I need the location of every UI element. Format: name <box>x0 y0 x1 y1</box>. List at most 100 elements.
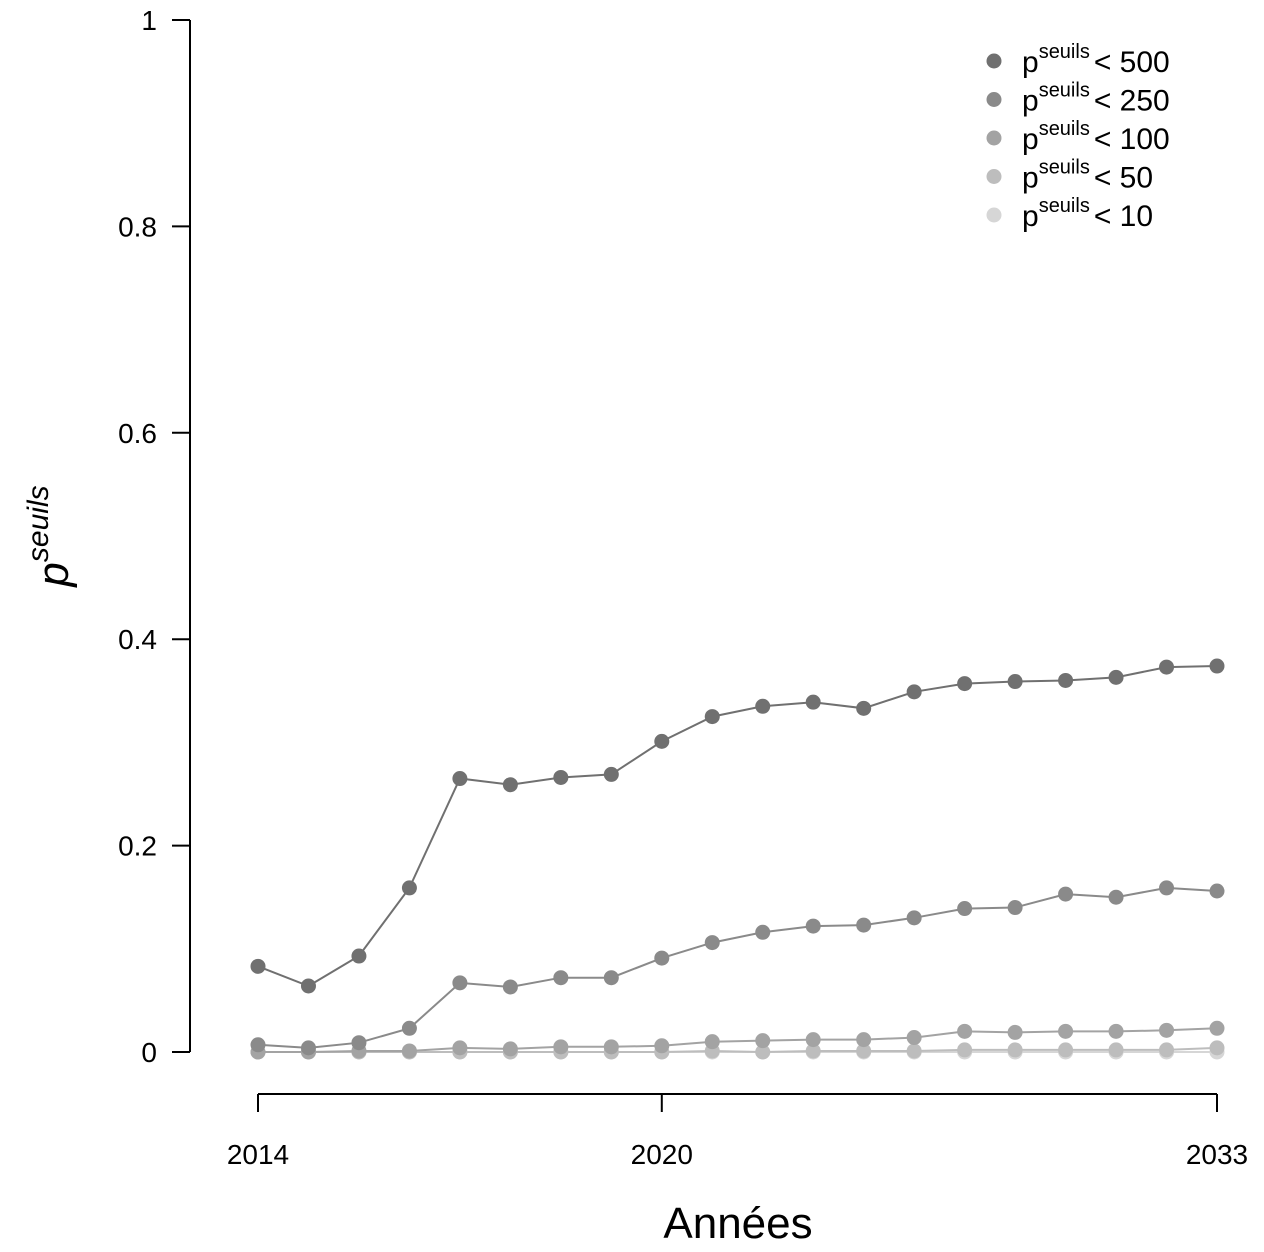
x-tick-label: 2033 <box>1186 1139 1248 1170</box>
data-point <box>957 901 973 917</box>
data-point <box>603 1039 619 1055</box>
data-point <box>755 1033 771 1049</box>
data-point <box>250 1037 266 1053</box>
data-point <box>1209 658 1225 674</box>
y-tick-label: 0.2 <box>118 831 157 862</box>
data-point <box>300 1040 316 1056</box>
data-point <box>856 1043 872 1059</box>
data-point <box>401 880 417 896</box>
data-point <box>755 698 771 714</box>
legend-marker <box>986 169 1002 184</box>
data-point <box>654 1038 670 1054</box>
data-point <box>805 1043 821 1059</box>
data-point <box>1209 883 1225 899</box>
data-point <box>401 1020 417 1036</box>
data-point <box>957 1042 973 1058</box>
data-point <box>654 733 670 749</box>
data-point <box>351 1035 367 1051</box>
legend-item: pseuils < 500 <box>986 41 1170 79</box>
data-point <box>300 978 316 994</box>
x-axis: 2014 2020 2033 <box>227 1093 1248 1170</box>
data-point <box>553 1039 569 1055</box>
data-point <box>250 958 266 974</box>
data-point <box>805 918 821 934</box>
legend-marker <box>986 92 1002 107</box>
data-point <box>1108 889 1124 905</box>
data-point <box>452 771 468 787</box>
legend-label: pseuils < 250 <box>1022 80 1170 118</box>
data-point <box>1058 672 1074 688</box>
series <box>250 880 1225 1056</box>
legend-label: pseuils < 10 <box>1022 195 1153 233</box>
legend-label: pseuils < 500 <box>1022 41 1170 79</box>
data-point <box>401 1043 417 1059</box>
data-point <box>1058 1023 1074 1039</box>
data-point <box>1007 1024 1023 1040</box>
data-point <box>553 769 569 785</box>
legend-marker <box>986 207 1002 223</box>
data-point <box>906 1030 922 1046</box>
data-point <box>1058 886 1074 902</box>
data-point <box>856 1032 872 1048</box>
data-point <box>1159 1042 1175 1058</box>
data-point <box>1108 669 1124 685</box>
data-point <box>502 777 518 793</box>
series <box>250 658 1225 994</box>
series <box>250 1040 1225 1060</box>
data-point <box>452 1040 468 1056</box>
legend-item: pseuils < 50 <box>986 157 1153 195</box>
data-point <box>1108 1042 1124 1058</box>
series-layer <box>250 658 1225 1060</box>
data-point <box>502 1041 518 1057</box>
legend-item: pseuils < 250 <box>986 80 1170 118</box>
data-point <box>906 910 922 926</box>
data-point <box>1159 880 1175 896</box>
data-point <box>654 950 670 966</box>
data-point <box>1209 1040 1225 1056</box>
data-point <box>603 766 619 782</box>
y-axis: 0 0.2 0.4 0.6 0.8 1 <box>118 5 191 1068</box>
data-point <box>1159 659 1175 675</box>
series-line <box>258 1027 1218 1053</box>
data-point <box>452 975 468 991</box>
series-line <box>257 886 1218 1049</box>
legend-item: pseuils < 10 <box>986 195 1153 233</box>
data-point <box>755 1044 771 1060</box>
data-point <box>704 1034 720 1050</box>
data-point <box>805 1032 821 1048</box>
data-point <box>603 970 619 986</box>
data-point <box>704 709 720 725</box>
y-tick-label: 1 <box>141 5 157 36</box>
y-tick-label: 0.4 <box>118 624 157 655</box>
data-point <box>856 700 872 716</box>
data-point <box>351 948 367 964</box>
data-point <box>1058 1042 1074 1058</box>
legend-label: pseuils < 100 <box>1022 118 1170 156</box>
data-point <box>1159 1022 1175 1038</box>
y-axis-title-text: pseuils <box>22 485 78 588</box>
x-tick-label: 2014 <box>227 1139 289 1170</box>
data-point <box>1007 674 1023 690</box>
series <box>250 1020 1225 1060</box>
data-point <box>553 970 569 986</box>
data-point <box>1108 1023 1124 1039</box>
legend-item: pseuils < 100 <box>986 118 1170 156</box>
data-point <box>957 1023 973 1039</box>
legend-marker <box>986 53 1002 69</box>
data-point <box>957 676 973 692</box>
data-point <box>1007 900 1023 916</box>
x-axis-title: Années <box>663 1199 812 1247</box>
y-tick-label: 0.8 <box>118 211 157 242</box>
series-line <box>257 665 1218 988</box>
data-point <box>1007 1042 1023 1058</box>
data-point <box>906 684 922 700</box>
data-point <box>856 917 872 933</box>
series-line <box>258 1046 1218 1054</box>
y-tick-label: 0 <box>141 1037 157 1068</box>
legend-label: pseuils < 50 <box>1022 157 1153 195</box>
data-point <box>1209 1020 1225 1036</box>
data-point <box>805 694 821 710</box>
